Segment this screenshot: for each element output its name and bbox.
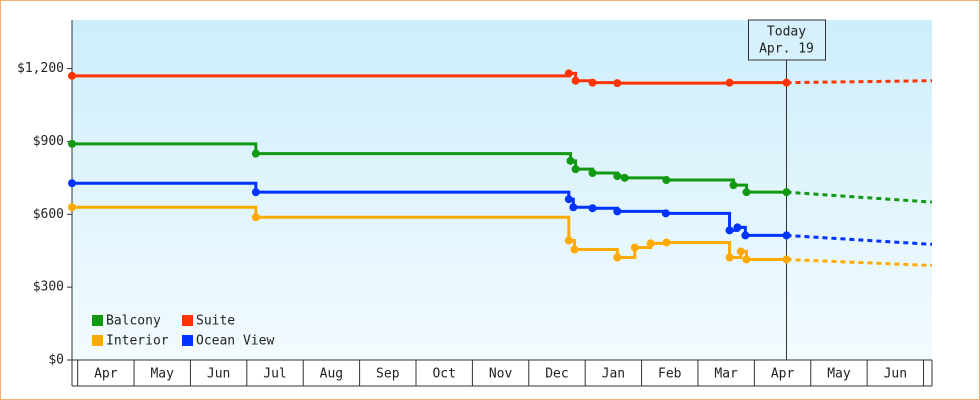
price-point: [569, 203, 578, 212]
x-tick-label: Nov: [489, 367, 513, 382]
price-point: [588, 78, 597, 87]
price-point: [662, 238, 671, 247]
x-tick-label: May: [150, 367, 174, 382]
price-point: [782, 78, 791, 87]
price-point: [620, 173, 629, 182]
y-tick-label: $1,200: [17, 61, 64, 76]
price-point: [588, 204, 597, 213]
price-point: [68, 179, 76, 188]
price-point: [662, 176, 671, 185]
price-point: [725, 253, 734, 262]
price-point: [251, 188, 260, 197]
y-tick-label: $300: [33, 280, 64, 295]
price-point: [741, 231, 750, 240]
legend-swatch: [92, 315, 103, 326]
x-tick-label: Apr: [94, 367, 118, 382]
price-point: [566, 156, 575, 165]
price-point: [564, 69, 573, 78]
plot-area: [72, 20, 932, 360]
price-point: [733, 223, 742, 232]
price-point: [251, 213, 260, 222]
price-point: [588, 169, 597, 177]
legend-label: Interior: [106, 334, 169, 349]
legend-label: Suite: [196, 314, 235, 329]
price-point: [613, 253, 622, 262]
y-tick-label: $0: [48, 353, 64, 368]
price-point: [782, 231, 791, 240]
price-point: [661, 209, 670, 218]
x-tick-label: Feb: [658, 367, 682, 382]
legend-label: Ocean View: [196, 334, 274, 349]
price-point: [68, 139, 76, 148]
price-point: [613, 79, 622, 88]
price-point: [646, 239, 655, 248]
price-point: [571, 76, 580, 85]
x-tick-label: Dec: [545, 367, 568, 382]
price-point: [725, 78, 734, 87]
x-tick-label: Oct: [432, 367, 455, 382]
forecast-line: [786, 190, 933, 204]
price-point: [613, 172, 622, 181]
x-tick-label: Mar: [714, 367, 738, 382]
price-point: [736, 247, 745, 256]
price-point: [782, 255, 791, 264]
price-point: [742, 188, 751, 197]
price-point: [564, 195, 573, 204]
price-point: [725, 226, 734, 235]
price-point: [570, 245, 579, 254]
price-point: [729, 181, 738, 190]
price-point: [630, 243, 639, 252]
y-tick-label: $900: [33, 134, 64, 149]
x-tick-label: Aug: [320, 367, 343, 382]
x-tick-label: Sep: [376, 367, 400, 382]
y-tick-label: $600: [33, 207, 64, 222]
x-tick-label: Jun: [884, 367, 907, 382]
legend-label: Balcony: [106, 314, 161, 329]
price-point: [68, 71, 76, 80]
today-label: Today: [767, 25, 806, 40]
legend-swatch: [182, 315, 193, 326]
forecast-line: [786, 79, 933, 85]
x-tick-label: May: [827, 367, 851, 382]
legend-swatch: [182, 335, 193, 346]
price-point: [564, 236, 573, 245]
price-point: [571, 165, 580, 174]
price-point: [613, 207, 622, 216]
price-point: [68, 203, 76, 212]
x-tick-label: Jun: [207, 367, 230, 382]
today-label: Apr. 19: [759, 42, 814, 57]
x-tick-label: Jul: [263, 367, 286, 382]
price-point: [251, 149, 260, 158]
price-point: [742, 255, 751, 264]
legend-swatch: [92, 335, 103, 346]
price-point: [782, 188, 791, 197]
x-tick-label: Apr: [771, 367, 795, 382]
today-box: [748, 19, 827, 61]
x-tick-label: Jan: [602, 367, 625, 382]
forecast-line: [786, 257, 933, 268]
forecast-line: [786, 233, 933, 246]
